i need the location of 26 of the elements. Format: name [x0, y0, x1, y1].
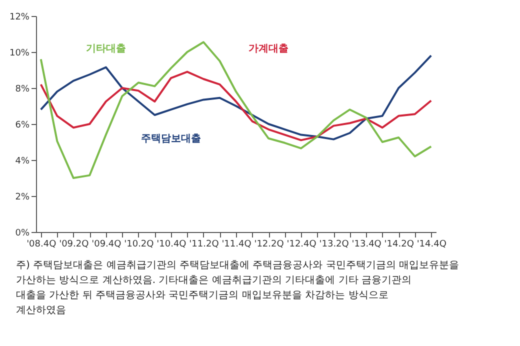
- x-tick-label: '10.4Q: [156, 240, 186, 250]
- text: 주택담보대출: [140, 133, 201, 144]
- x-tick-label: '14.2Q: [384, 240, 414, 250]
- x-tick-label: '10.2Q: [124, 240, 154, 250]
- y-tick-label: 0%: [15, 228, 30, 238]
- y-tick-label: 4%: [15, 156, 30, 166]
- line-series: [40, 41, 432, 179]
- y-tick-label: 6%: [15, 120, 30, 130]
- y-tick-label: 2%: [15, 192, 30, 202]
- x-tick-label: '11.4Q: [222, 240, 252, 250]
- text: 주) 주택담보대출은 예금취급기관의 주택담보대출에 주택금융공사와 국민주택기금의 매입보유분을 가산하는 방식으로 계산하였음. 기타대출은 예금취급기관의 기타대출에 기타 금융기관의 대출을 가산한 뒤 주택금융공사와 국민주택기금의 매입보유분을 차감하는 방식으로 계산하였음: [16, 260, 459, 316]
- line-series: [40, 70, 432, 142]
- text: 기타대출: [86, 43, 126, 54]
- x-tick-label: '08.4Q: [26, 240, 56, 250]
- x-tick-label: '14.4Q: [416, 240, 446, 250]
- x-tick-label: '12.2Q: [254, 240, 284, 250]
- x-tick-label: '13.2Q: [319, 240, 349, 250]
- x-tick-label: '11.2Q: [189, 240, 219, 250]
- y-tick-label: 8%: [15, 84, 30, 94]
- y-tick-label: 10%: [9, 48, 30, 58]
- x-tick-label: '09.2Q: [59, 240, 89, 250]
- x-tick-label: '12.4Q: [286, 240, 316, 250]
- x-tick-label: '13.4Q: [352, 240, 382, 250]
- x-tick-label: '09.4Q: [92, 240, 122, 250]
- text: 가계대출: [248, 43, 289, 54]
- y-tick-label: 12%: [9, 12, 30, 22]
